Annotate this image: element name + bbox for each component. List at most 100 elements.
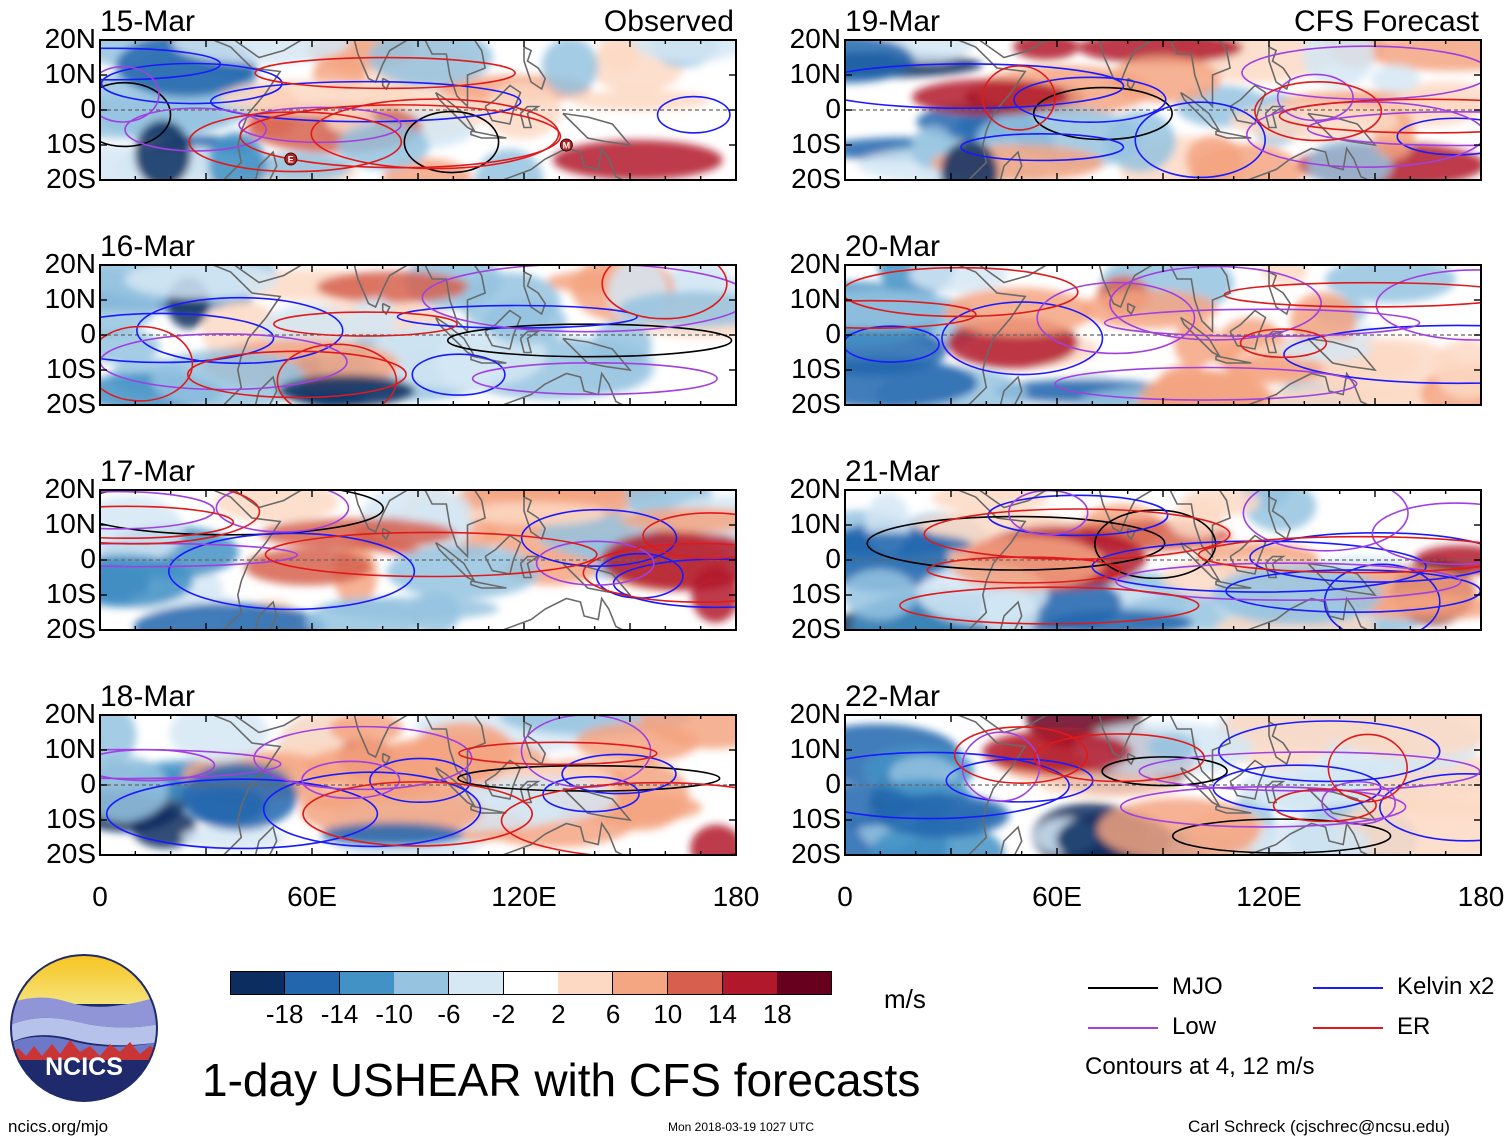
- shear-shading-cell: [541, 40, 599, 95]
- shear-shading-cell: [845, 532, 972, 556]
- coastline: [254, 825, 278, 855]
- lat-label-right-3: 10N: [789, 733, 841, 764]
- shear-shading-cell: [911, 79, 1070, 116]
- shear-shading-cell: [1013, 40, 1079, 60]
- coastline: [1169, 265, 1232, 334]
- lat-label-left-2: 10S: [46, 578, 96, 609]
- coastline: [1307, 337, 1377, 372]
- contour-er: [100, 490, 261, 545]
- contour-er: [310, 98, 560, 170]
- map-panel-right-19-Mar: [844, 39, 1482, 181]
- coastline: [381, 302, 391, 316]
- contour-er: [458, 741, 658, 766]
- coastline: [424, 715, 487, 784]
- contour-kelvin-x2: [411, 353, 506, 396]
- contour-er: [1223, 281, 1481, 308]
- contour-er: [953, 726, 1089, 784]
- contour-er: [1327, 733, 1408, 803]
- contour-mjo: [1171, 818, 1392, 854]
- shear-shading-cell: [1097, 798, 1261, 855]
- shear-shading-cell: [1191, 143, 1303, 180]
- panel-date-right-3: 22-Mar: [845, 680, 941, 713]
- coastline: [1268, 496, 1292, 541]
- coastline: [1179, 316, 1222, 358]
- shear-shading-cell: [1045, 609, 1193, 630]
- lat-label-right-3: 20S: [791, 838, 841, 869]
- shear-shading-cell: [575, 722, 699, 763]
- shear-shading-cell: [181, 824, 287, 851]
- coastline: [562, 112, 632, 147]
- coastline: [434, 91, 477, 133]
- coastline: [519, 555, 541, 579]
- contour-low: [1246, 101, 1481, 168]
- contour-kelvin-x2: [209, 80, 522, 123]
- contour-er: [186, 350, 407, 399]
- lon-label-right: 0: [837, 881, 853, 912]
- shear-shading-cell: [592, 319, 652, 370]
- colorbar-swatch: [667, 971, 723, 995]
- contour-low: [1375, 269, 1481, 341]
- coastline: [519, 105, 541, 129]
- shear-shading-cell: [259, 518, 457, 550]
- shear-shading-cell: [690, 824, 736, 855]
- contour-er: [239, 104, 562, 169]
- map-panel-left-18-Mar: [99, 714, 737, 856]
- shear-shading-cell: [980, 588, 1039, 630]
- map-panel-right-21-Mar: [844, 489, 1482, 631]
- contour-er: [582, 542, 736, 603]
- contour-note: Contours at 4, 12 m/s: [1085, 1053, 1315, 1080]
- shear-shading-cell: [944, 287, 1094, 337]
- coastline: [233, 265, 302, 284]
- colorbar-tick-label: 6: [605, 999, 621, 1029]
- lat-label-left-3: 20N: [44, 698, 96, 729]
- map-panel-right-20-Mar: [844, 264, 1482, 406]
- contour-er: [276, 343, 398, 405]
- lat-label-right-2: 20N: [789, 473, 841, 504]
- shear-shading-cell: [597, 40, 641, 71]
- contour-low: [100, 490, 216, 530]
- coastline: [336, 490, 408, 534]
- shear-shading-cell: [460, 272, 561, 332]
- lat-label-left-0: 10S: [46, 128, 96, 159]
- colorbar-swatch: [230, 971, 285, 995]
- coastline: [978, 265, 1047, 284]
- coastline: [100, 40, 282, 180]
- shear-shading-cell: [982, 729, 1132, 774]
- coastline: [978, 715, 1047, 734]
- contour-kelvin-x2: [845, 325, 940, 363]
- coastline: [999, 600, 1023, 630]
- coastline: [845, 40, 1027, 180]
- contour-kelvin-x2: [1323, 563, 1441, 630]
- coastline: [1307, 562, 1377, 597]
- contour-kelvin-x2: [262, 771, 482, 848]
- shear-shading-cell: [909, 265, 1008, 294]
- lat-label-right-1: 0: [825, 318, 841, 349]
- lat-label-left-3: 20S: [46, 838, 96, 869]
- lat-label-left-0: 20N: [44, 23, 96, 54]
- panel-date-left-3: 18-Mar: [100, 680, 196, 713]
- ncics-logo: NCICS: [10, 954, 158, 1102]
- lat-label-right-2: 20S: [791, 613, 841, 644]
- contour-er: [845, 299, 977, 329]
- shear-shading-cell: [124, 265, 278, 299]
- colorbar-tick-label: 10: [653, 999, 683, 1029]
- shear-shading-cell: [570, 89, 711, 111]
- coastline: [233, 40, 302, 59]
- shear-shading-cell: [632, 40, 736, 63]
- lon-label-right: 180: [1457, 881, 1505, 912]
- colorbar-swatch: [613, 971, 669, 995]
- coastline: [523, 496, 547, 541]
- contour-er: [1239, 328, 1328, 359]
- contour-er: [1033, 733, 1205, 783]
- coastline: [845, 715, 1027, 855]
- coastline: [1264, 330, 1286, 354]
- coastline: [519, 330, 541, 354]
- coastline: [470, 130, 507, 139]
- contour-low: [100, 748, 216, 782]
- coastline: [336, 40, 408, 84]
- shear-shading-cell: [1250, 820, 1370, 855]
- website-link[interactable]: ncics.org/mjo: [8, 1117, 109, 1136]
- storm-marker-M: M: [559, 138, 573, 152]
- contour-low: [1276, 73, 1354, 122]
- contour-kelvin-x2: [369, 757, 472, 804]
